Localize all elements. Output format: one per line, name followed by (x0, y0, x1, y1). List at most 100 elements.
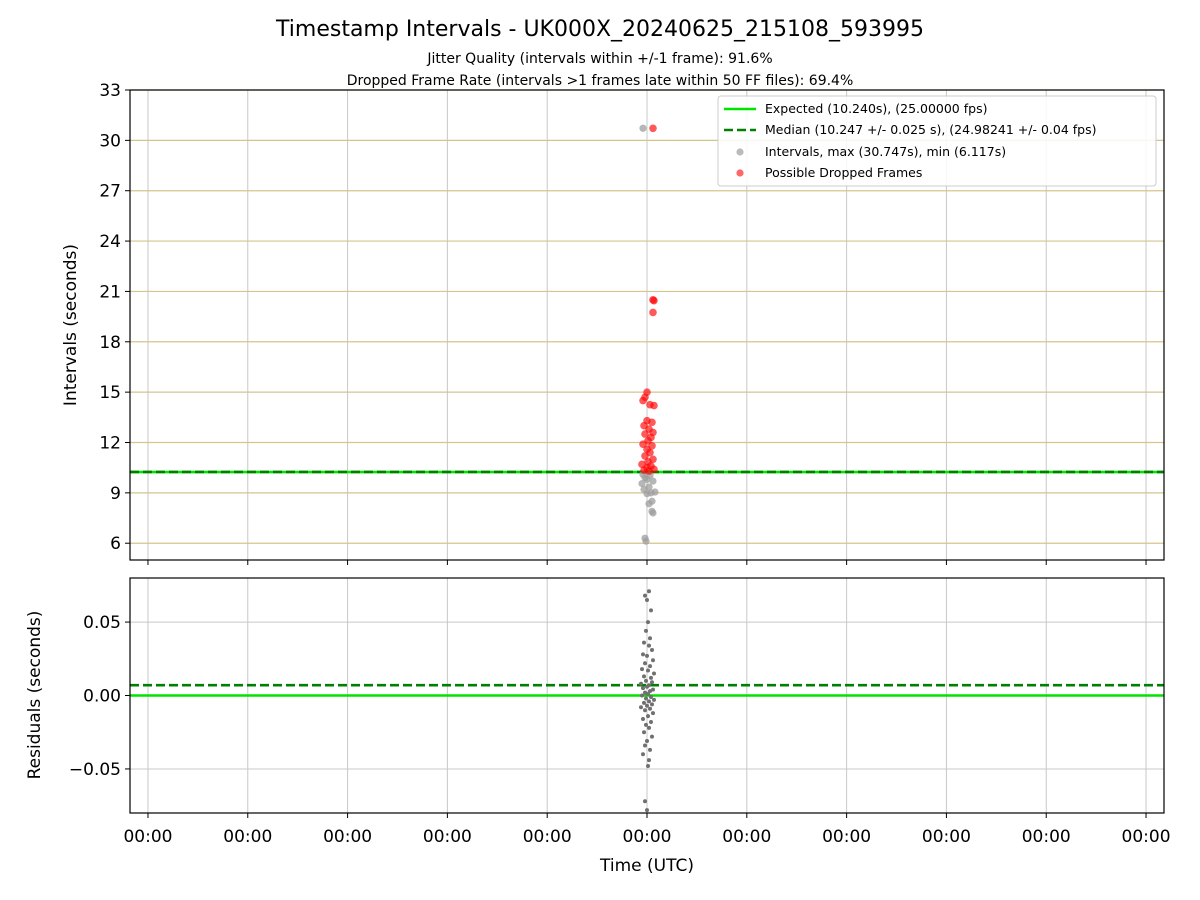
residual-point (651, 671, 656, 676)
intervals-y-tick-label: 18 (99, 333, 121, 353)
intervals-y-tick-label: 21 (99, 282, 121, 302)
residual-point (645, 668, 650, 673)
residual-point (640, 693, 645, 698)
dropped-frame-point (641, 452, 649, 460)
x-tick-label: 00:00 (123, 827, 172, 847)
residual-point (646, 699, 651, 704)
dropped-frame-point (641, 430, 649, 438)
interval-point (639, 124, 647, 132)
residual-point (642, 640, 647, 645)
interval-point (648, 507, 656, 515)
intervals-y-tick-label: 33 (99, 81, 121, 101)
legend-median-label: Median (10.247 +/- 0.025 s), (24.98241 +… (765, 122, 1096, 137)
residual-point (643, 743, 648, 748)
interval-point (649, 477, 657, 485)
residual-point (647, 689, 652, 694)
legend-intervals-label: Intervals, max (30.747s), min (6.117s) (765, 144, 1006, 159)
residuals-y-ticks: −0.05 0.00 0.05 (69, 613, 130, 780)
residual-point (640, 667, 645, 672)
residual-point (641, 652, 646, 657)
x-tick-label: 00:00 (423, 827, 472, 847)
residual-point (647, 636, 652, 641)
residual-point (646, 643, 651, 648)
residual-point (644, 678, 649, 683)
residual-point (646, 589, 651, 594)
figure-subtitle-jitter: Jitter Quality (intervals within +/-1 fr… (426, 51, 772, 67)
intervals-y-ticks: 6 9 12 15 18 21 24 27 30 33 (99, 81, 130, 554)
legend-dropped-swatch (736, 169, 744, 177)
residuals-x-ticks: 00:00 00:00 00:00 00:00 00:00 00:00 00:00 00:00… (123, 813, 1171, 847)
residual-point (645, 598, 649, 603)
interval-point (642, 537, 650, 545)
residual-point (645, 714, 650, 719)
residual-point (647, 664, 652, 669)
residual-point (645, 620, 650, 625)
residuals-y-tick-label: 0.05 (83, 613, 121, 633)
dropped-frame-point (649, 124, 657, 133)
residual-point (641, 686, 646, 691)
residual-point (649, 680, 654, 685)
residuals-panel: −0.050.000.05 00:00 00:00 00:00 00:00 00:00 0… (25, 577, 1171, 876)
intervals-y-tick-label: 9 (110, 484, 121, 504)
dropped-frame-point (645, 467, 653, 475)
x-tick-label: 00:00 (523, 827, 572, 847)
residual-point (641, 752, 646, 757)
intervals-x-ticks (147, 560, 1147, 565)
residual-point (642, 700, 647, 705)
intervals-y-tick-label: 15 (99, 383, 121, 403)
dropped-frame-point (650, 296, 658, 305)
x-tick-label: 00:00 (1122, 827, 1171, 847)
residual-point (643, 690, 648, 695)
dropped-frame-point (648, 418, 656, 427)
residual-point (645, 808, 649, 813)
interval-point (643, 490, 651, 498)
residual-point (651, 697, 656, 702)
intervals-y-tick-label: 6 (110, 534, 121, 554)
residual-point (639, 681, 644, 686)
residual-point (645, 703, 649, 708)
intervals-legend: Expected (10.240s), (25.00000 fps) Media… (717, 95, 1157, 187)
residuals-y-tick-label: −0.05 (69, 760, 121, 780)
x-tick-label: 00:00 (822, 827, 871, 847)
residual-point (650, 711, 655, 716)
residual-point (646, 758, 651, 763)
residual-point (639, 705, 644, 710)
intervals-y-axis-label: Intervals (seconds) (61, 244, 81, 406)
interval-point (651, 488, 659, 496)
residual-point (648, 694, 653, 699)
residual-point (645, 653, 649, 658)
residual-point (643, 799, 648, 804)
residual-point (646, 725, 651, 730)
residual-point (650, 687, 655, 692)
residual-point (641, 717, 646, 721)
residual-point (648, 608, 653, 613)
residual-point (642, 730, 647, 735)
interval-point (645, 500, 653, 508)
x-tick-label: 00:00 (922, 827, 971, 847)
residual-point (649, 702, 654, 707)
residual-point (649, 734, 654, 739)
legend-intervals-swatch (736, 148, 744, 156)
intervals-points (638, 124, 659, 545)
residual-point (650, 658, 655, 663)
x-tick-label: 00:00 (323, 827, 372, 847)
residual-point (645, 739, 649, 744)
dropped-frame-point (639, 396, 647, 405)
intervals-y-tick-label: 12 (99, 434, 121, 454)
dropped-frame-point (650, 401, 658, 410)
interval-point (638, 480, 646, 488)
figure-title: Timestamp Intervals - UK000X_20240625_21… (275, 17, 924, 42)
residual-point (645, 764, 650, 768)
intervals-y-tick-label: 27 (99, 182, 121, 202)
residual-point (648, 675, 653, 680)
intervals-y-tick-label: 24 (99, 232, 121, 252)
residual-point (643, 593, 648, 598)
x-tick-label: 00:00 (223, 827, 272, 847)
residual-point (643, 708, 648, 713)
residuals-y-tick-label: 0.00 (83, 687, 121, 707)
residual-point (645, 684, 649, 689)
residual-point (643, 661, 648, 666)
x-tick-label: 00:00 (722, 827, 771, 847)
residual-point (647, 706, 652, 711)
